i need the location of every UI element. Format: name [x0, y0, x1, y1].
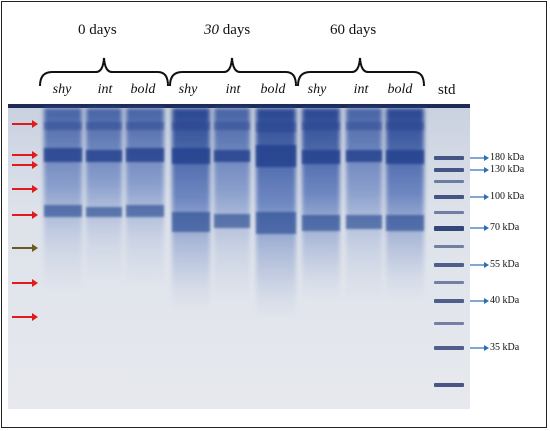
well-line — [8, 104, 470, 108]
std-lane-label: std — [438, 82, 456, 98]
lane-label-9: bold — [387, 82, 413, 97]
left-arrows — [12, 120, 38, 321]
marker-label-180: 180 kDa — [490, 152, 525, 163]
lane-4 — [172, 108, 210, 308]
group-brace-0-days — [39, 57, 425, 87]
marker-arrows — [470, 155, 489, 351]
marker-label-35: 35 kDa — [490, 342, 520, 353]
lane-label-2: int — [97, 82, 113, 97]
lane-label-8: int — [353, 82, 369, 97]
lane-2 — [86, 108, 122, 278]
group-label-0-days: 0 days — [78, 22, 117, 38]
marker-label-70: 70 kDa — [490, 222, 520, 233]
lane-label-7: shy — [307, 82, 327, 97]
group-label-30-days: 30 days — [204, 22, 251, 38]
group-label-60-days: 60 days — [330, 22, 377, 38]
marker-label-130: 130 kDa — [490, 164, 525, 175]
marker-label-100: 100 kDa — [490, 191, 525, 202]
marker-label-40: 40 kDa — [490, 295, 520, 306]
lane-label-5: int — [225, 82, 241, 97]
std-ladder — [434, 156, 464, 387]
olive-arrow — [12, 244, 38, 252]
lane-label-6: bold — [260, 82, 286, 97]
lane-label-3: bold — [130, 82, 156, 97]
sample-lanes — [44, 108, 424, 318]
lane-label-4: shy — [178, 82, 198, 97]
sample-bands — [44, 122, 424, 234]
lane-8 — [346, 108, 382, 298]
lane-3 — [126, 108, 164, 283]
lane-9 — [386, 108, 424, 298]
lane-7 — [302, 108, 340, 298]
marker-label-55: 55 kDa — [490, 259, 520, 270]
red-arrow — [12, 120, 38, 321]
lane-label-1: shy — [52, 82, 72, 97]
lane-5 — [214, 108, 250, 298]
lane-1 — [44, 108, 82, 288]
